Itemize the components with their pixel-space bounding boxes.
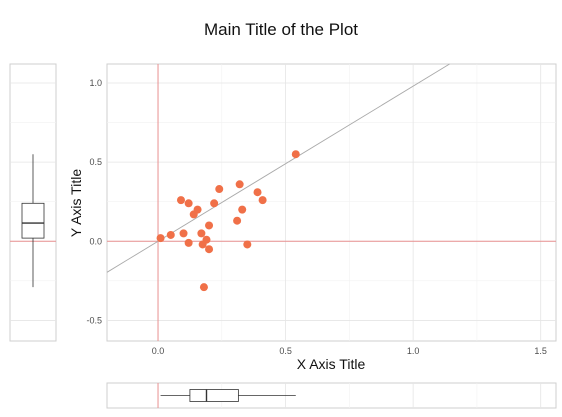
data-point (179, 229, 188, 238)
data-point (205, 221, 214, 230)
x-tick-label: 0.5 (279, 346, 292, 356)
y-tick-label: 0.5 (89, 157, 102, 167)
data-point (235, 180, 244, 189)
data-point (243, 240, 252, 249)
y-tick-label: -0.5 (86, 315, 102, 325)
y-axis-title: Y Axis Title (68, 169, 84, 237)
x-tick-label: 1.0 (407, 346, 420, 356)
data-point (215, 185, 224, 194)
data-point (202, 235, 211, 244)
data-point (184, 238, 193, 247)
data-point (291, 150, 300, 159)
chart-title: Main Title of the Plot (204, 20, 358, 39)
data-point (253, 188, 262, 197)
y-tick-label: 0.0 (89, 236, 102, 246)
data-point (166, 230, 175, 239)
data-point (205, 245, 214, 254)
x-boxplot-box (189, 389, 239, 402)
data-point (210, 199, 219, 208)
data-point (193, 205, 202, 214)
reference-lines (107, 64, 556, 341)
y-boxplot-box (21, 202, 45, 239)
x-tick-labels: 0.0 0.5 1.0 1.5 (152, 346, 547, 356)
y-tick-label: 1.0 (89, 78, 102, 88)
x-tick-label: 1.5 (534, 346, 547, 356)
main-plot-panel (106, 63, 557, 342)
data-point (258, 196, 267, 205)
data-points (156, 150, 300, 292)
x-boxplot (157, 383, 296, 408)
data-point (184, 199, 193, 208)
data-point (233, 216, 242, 225)
data-point (199, 283, 208, 292)
y-tick-labels: -0.5 0.0 0.5 1.0 (86, 78, 102, 325)
y-boxplot (10, 154, 56, 288)
x-tick-label: 0.0 (152, 346, 165, 356)
x-axis-title: X Axis Title (297, 356, 366, 372)
data-point (176, 196, 185, 205)
data-point (197, 229, 206, 238)
data-point (156, 234, 165, 243)
data-point (238, 205, 247, 214)
